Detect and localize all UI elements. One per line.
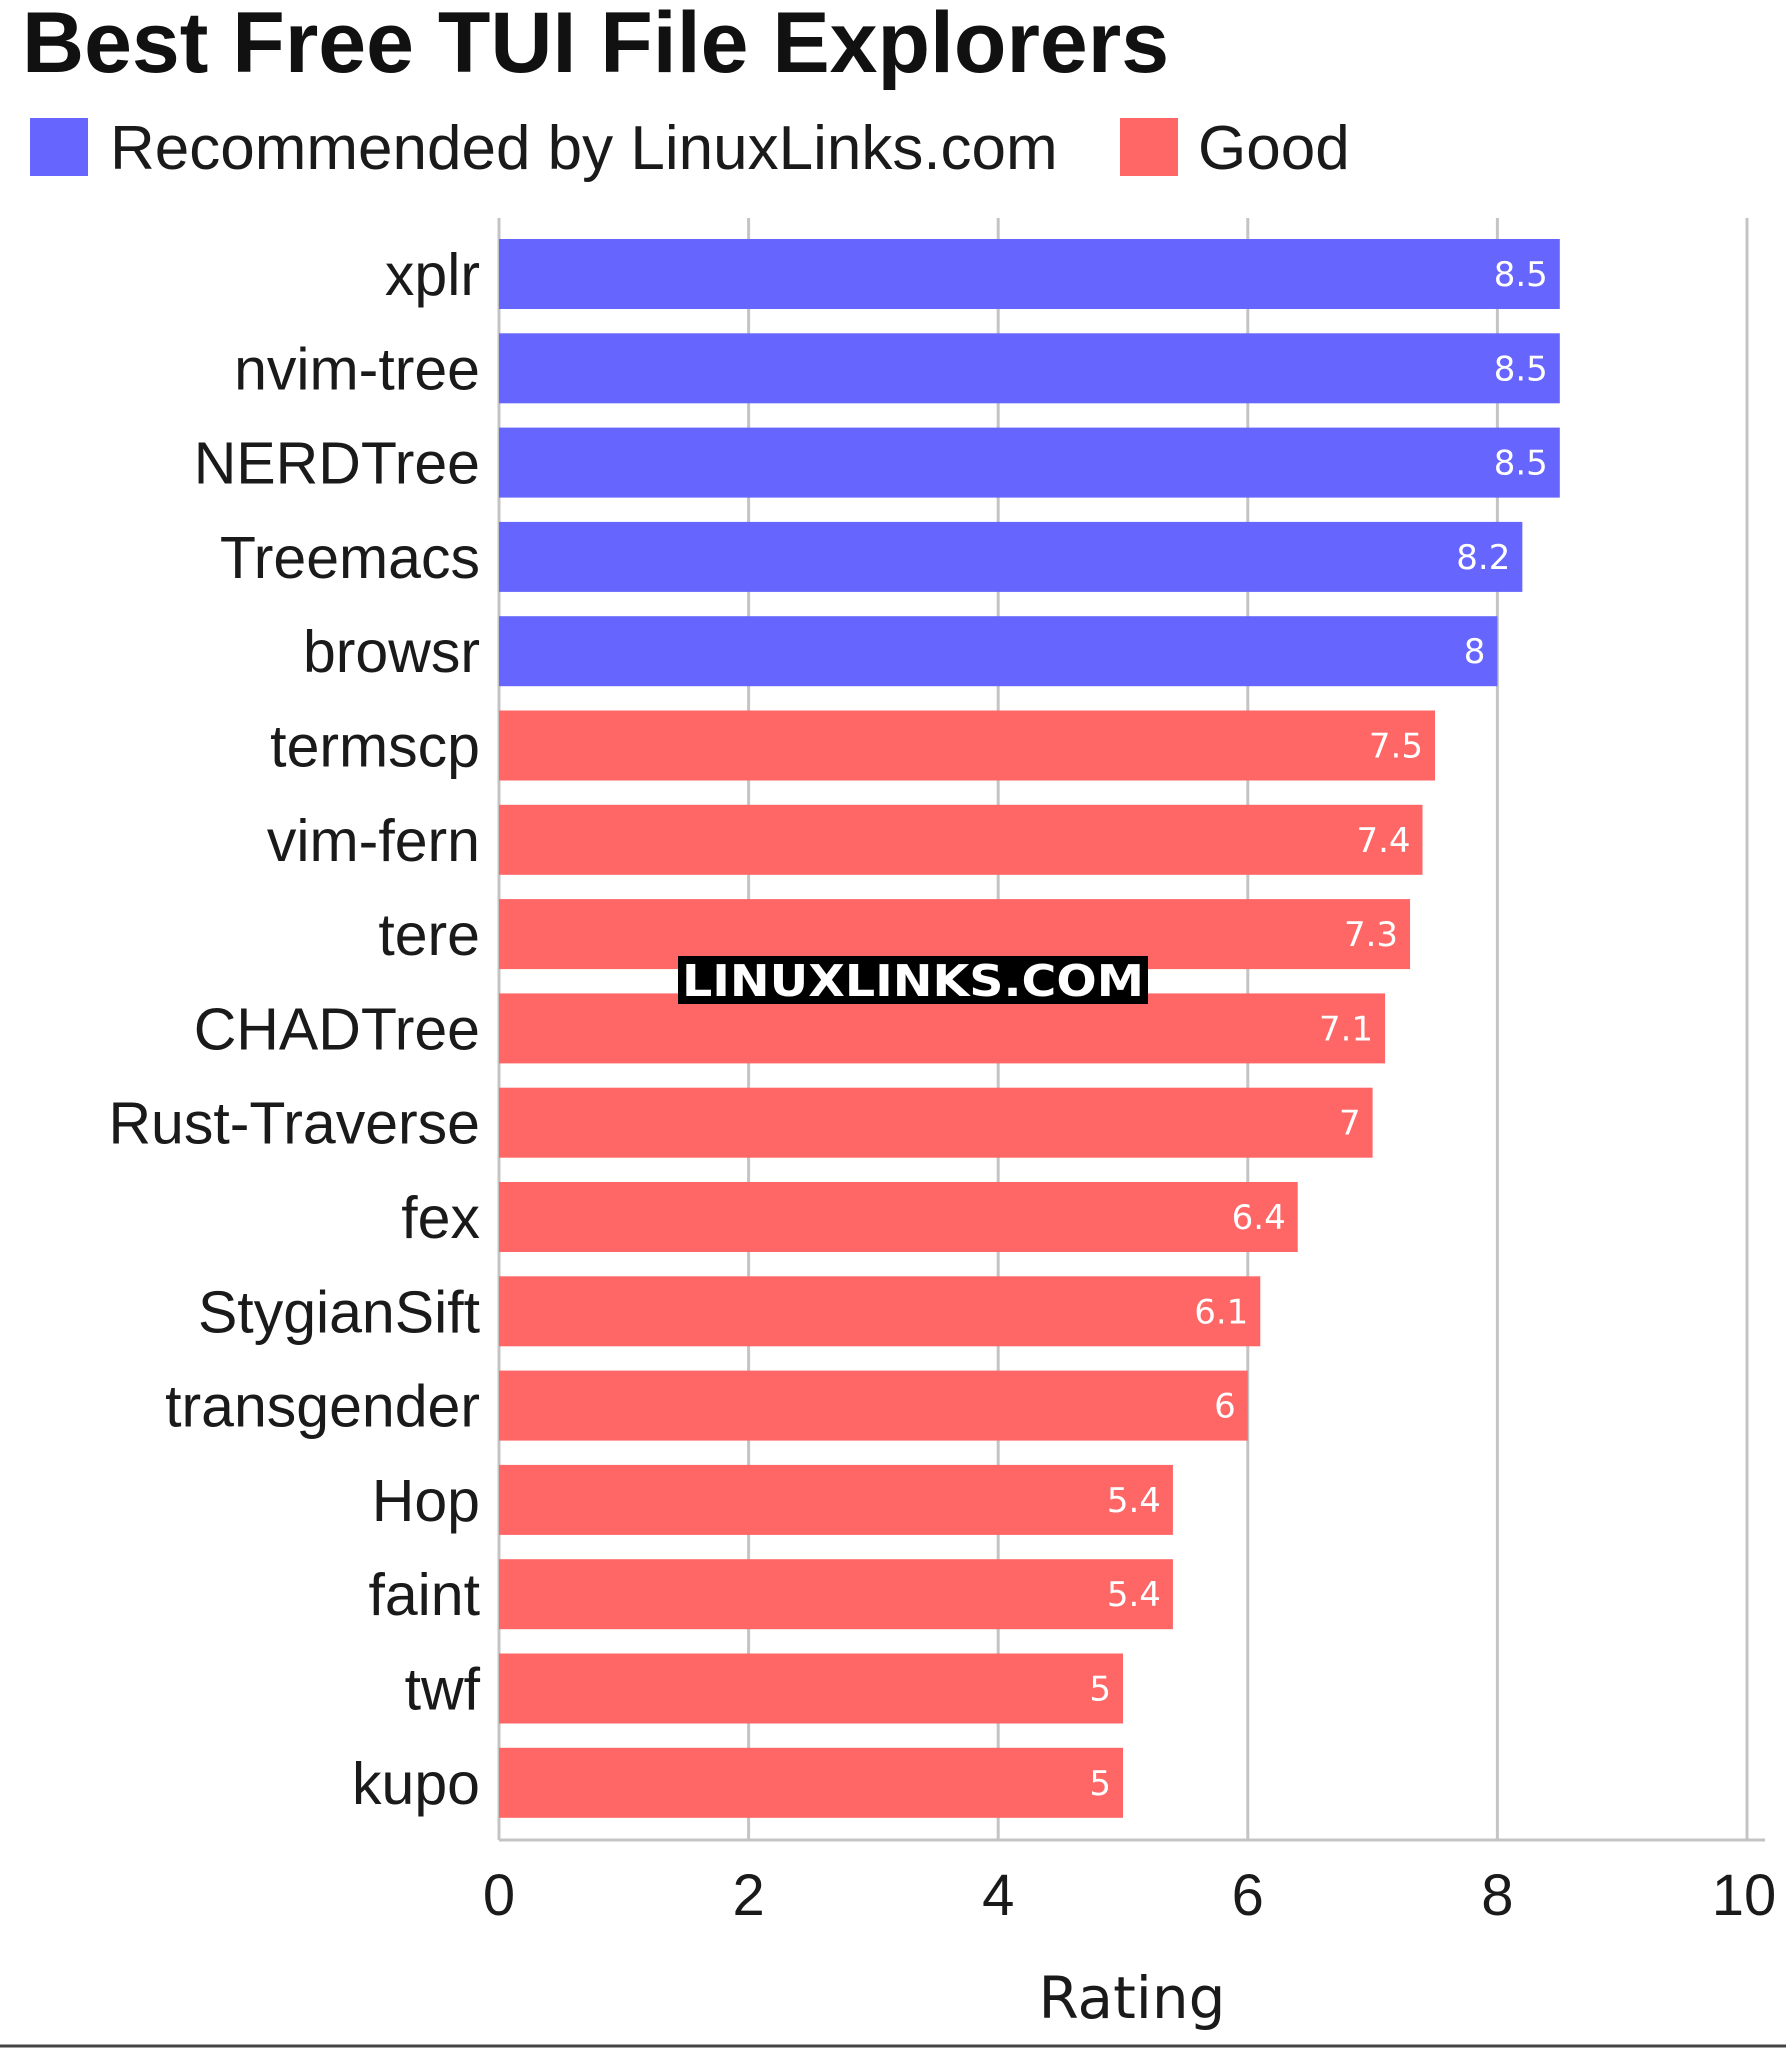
x-tick-label: 6	[1232, 1863, 1264, 1928]
bar-value-label: 7.4	[1356, 821, 1410, 861]
bar-value-label: 6.1	[1194, 1292, 1248, 1332]
category-label: transgender	[165, 1374, 480, 1440]
x-axis-title: Rating	[1039, 1964, 1226, 2032]
x-tick-label: 0	[483, 1863, 515, 1928]
bar-vim-fern	[499, 804, 1423, 875]
bar-stygiansift	[499, 1276, 1261, 1347]
bar-value-label: 5.4	[1107, 1575, 1161, 1615]
bar-value-label: 7.1	[1319, 1009, 1373, 1049]
category-label: twf	[405, 1657, 481, 1723]
category-label: xplr	[385, 242, 480, 308]
bar-chadtree	[499, 993, 1386, 1064]
bar-value-label: 8.5	[1494, 349, 1548, 389]
category-label: vim-fern	[267, 808, 480, 874]
x-tick-label: 10	[1712, 1863, 1777, 1928]
legend-label-recommended: Recommended by LinuxLinks.com	[110, 114, 1058, 183]
bar-transgender	[499, 1370, 1248, 1441]
bar-treemacs	[499, 521, 1523, 592]
bars: 8.5 8.5 8.5 8.2 8 7.5 7.4 7.3 7.1 7 6.4 6.1 6 5.4 5.4 5…	[499, 239, 1560, 1818]
legend-swatch-recommended	[30, 118, 88, 176]
bar-kupo	[499, 1747, 1123, 1818]
bar-xplr	[499, 239, 1560, 309]
bar-nerdtree	[499, 427, 1560, 498]
bar-value-label: 6.4	[1232, 1198, 1286, 1238]
category-label: fex	[401, 1185, 480, 1251]
bar-value-label: 7	[1339, 1104, 1361, 1144]
bar-value-label: 8	[1464, 632, 1486, 672]
x-tick-label: 4	[982, 1863, 1014, 1928]
legend: Recommended by LinuxLinks.com Good	[30, 114, 1350, 183]
bar-value-label: 5	[1089, 1764, 1111, 1804]
x-tick-label: 2	[732, 1863, 764, 1928]
bar-value-label: 8.5	[1494, 255, 1548, 295]
chart-title: Best Free TUI File Explorers	[22, 0, 1169, 91]
category-label: kupo	[352, 1751, 480, 1817]
x-tick-label: 8	[1481, 1863, 1513, 1928]
x-axis-ticks: 0 2 4 6 8 10	[483, 1863, 1776, 1928]
bar-value-label: 8.5	[1494, 444, 1548, 484]
category-label: browsr	[303, 619, 480, 685]
category-label: Hop	[372, 1468, 480, 1534]
category-label: NERDTree	[194, 431, 480, 497]
watermark-background	[678, 956, 1148, 1004]
bar-value-label: 7.5	[1369, 727, 1423, 767]
category-label: faint	[368, 1562, 480, 1628]
watermark-text: LINUXLINKS.COM	[682, 956, 1144, 1007]
bar-value-label: 8.2	[1456, 538, 1510, 578]
category-label: nvim-tree	[234, 336, 480, 402]
category-label: tere	[378, 902, 480, 968]
watermark: LINUXLINKS.COM	[678, 956, 1148, 1007]
bar-hop	[499, 1464, 1173, 1535]
category-label: StygianSift	[198, 1279, 480, 1345]
legend-swatch-good	[1120, 118, 1178, 176]
category-label: termscp	[270, 714, 480, 780]
bar-fex	[499, 1182, 1298, 1252]
bar-value-label: 7.3	[1344, 915, 1398, 955]
legend-label-good: Good	[1198, 114, 1350, 183]
bar-value-label: 5	[1089, 1670, 1111, 1710]
bar-rust-traverse	[499, 1087, 1373, 1158]
category-labels: xplr nvim-tree NERDTree Treemacs browsr terms…	[108, 242, 480, 1817]
bar-value-label: 5.4	[1107, 1481, 1161, 1521]
category-label: Rust-Traverse	[108, 1091, 480, 1157]
bar-browsr	[499, 616, 1498, 687]
bar-nvim-tree	[499, 333, 1560, 404]
bar-termscp	[499, 710, 1435, 781]
bar-faint	[499, 1559, 1173, 1630]
category-label: Treemacs	[220, 525, 480, 591]
bar-twf	[499, 1653, 1123, 1724]
bar-value-label: 6	[1214, 1387, 1236, 1427]
category-label: CHADTree	[194, 996, 480, 1062]
